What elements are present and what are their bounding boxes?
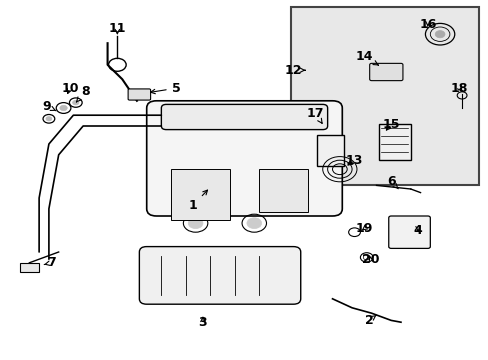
Bar [378, 124, 410, 160]
Text: 7: 7 [44, 256, 56, 269]
Text: 6: 6 [386, 175, 398, 189]
Text: 4: 4 [413, 224, 422, 237]
FancyBboxPatch shape [128, 89, 150, 100]
FancyBboxPatch shape [388, 216, 429, 248]
FancyBboxPatch shape [161, 104, 327, 130]
Text: 17: 17 [306, 107, 324, 123]
Text: 1: 1 [188, 190, 207, 212]
Circle shape [188, 218, 203, 229]
Circle shape [60, 105, 67, 111]
Circle shape [266, 182, 281, 193]
Bar [290, 7, 478, 185]
Circle shape [207, 182, 222, 193]
Text: 5: 5 [150, 82, 180, 95]
Bar [259, 169, 307, 212]
Circle shape [46, 117, 52, 121]
Text: 12: 12 [284, 64, 305, 77]
Bar [171, 169, 229, 220]
Text: 13: 13 [345, 154, 363, 167]
Text: 19: 19 [355, 222, 372, 235]
Text: 16: 16 [418, 18, 436, 31]
FancyBboxPatch shape [369, 63, 402, 81]
Text: 20: 20 [361, 253, 379, 266]
Text: 3: 3 [198, 316, 207, 329]
Text: 15: 15 [382, 118, 399, 131]
Bar [316, 135, 343, 166]
Circle shape [434, 31, 444, 38]
Text: 10: 10 [61, 82, 79, 95]
Text: 2: 2 [364, 314, 376, 327]
FancyBboxPatch shape [139, 247, 300, 304]
Text: 11: 11 [108, 22, 126, 35]
FancyBboxPatch shape [146, 101, 342, 216]
Text: 9: 9 [42, 100, 56, 113]
Text: 18: 18 [450, 82, 468, 95]
Text: 8: 8 [76, 85, 90, 102]
Circle shape [72, 100, 79, 105]
Circle shape [246, 218, 261, 229]
Bar [20, 263, 39, 272]
Text: 14: 14 [355, 50, 378, 65]
